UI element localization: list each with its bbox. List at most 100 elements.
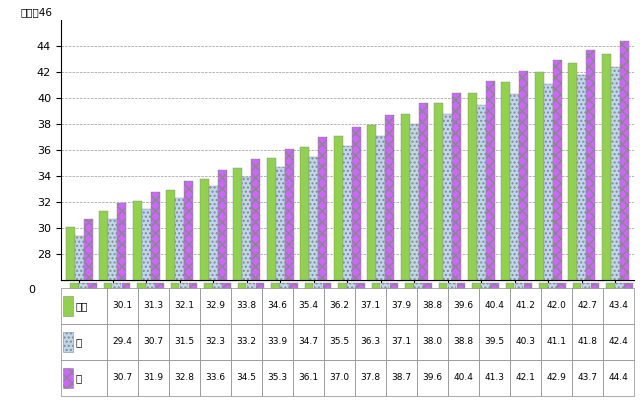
Text: 33.2: 33.2 — [236, 338, 256, 346]
Bar — [448, 283, 456, 302]
Bar — [200, 360, 230, 396]
Bar — [66, 227, 75, 400]
Bar — [189, 283, 197, 302]
Bar — [218, 170, 227, 400]
Bar — [242, 177, 252, 400]
Bar — [151, 192, 160, 400]
Text: H3年: H3年 — [271, 306, 290, 314]
Text: 36.3: 36.3 — [360, 338, 380, 346]
Bar — [252, 159, 260, 400]
Bar — [70, 283, 79, 302]
Text: 42.9: 42.9 — [546, 374, 566, 382]
Bar — [292, 288, 324, 324]
Bar — [324, 288, 355, 324]
Bar — [256, 283, 264, 302]
Bar — [300, 147, 309, 400]
Bar — [200, 178, 209, 400]
Bar — [137, 283, 146, 302]
Bar — [305, 283, 313, 302]
Bar — [168, 288, 200, 324]
Bar — [572, 360, 603, 396]
Text: 33.9: 33.9 — [267, 338, 287, 346]
Bar — [438, 283, 447, 302]
Bar — [572, 324, 603, 360]
Bar — [352, 126, 361, 400]
Bar — [447, 324, 479, 360]
Bar — [262, 288, 292, 324]
Text: 41.8: 41.8 — [577, 338, 597, 346]
Text: 62年: 62年 — [204, 306, 222, 314]
Bar — [510, 94, 519, 400]
Bar — [271, 283, 280, 302]
Text: 23年: 23年 — [606, 306, 624, 314]
Bar — [138, 288, 168, 324]
Bar — [262, 324, 292, 360]
Bar — [367, 125, 376, 400]
Bar — [285, 149, 294, 400]
Bar — [602, 54, 611, 400]
Text: 41.3: 41.3 — [484, 374, 504, 382]
Text: 0: 0 — [28, 285, 35, 295]
Text: （歳）46: （歳）46 — [20, 7, 52, 17]
Bar — [113, 283, 122, 302]
Text: 42.1: 42.1 — [515, 374, 535, 382]
Bar — [423, 283, 432, 302]
Text: 32.1: 32.1 — [174, 302, 194, 310]
Bar — [479, 324, 509, 360]
Bar — [267, 158, 276, 400]
Bar — [84, 219, 93, 400]
Text: 9年: 9年 — [375, 306, 387, 314]
Text: 34.6: 34.6 — [267, 302, 287, 310]
Bar — [168, 360, 200, 396]
Text: 40.3: 40.3 — [515, 338, 535, 346]
Bar — [414, 283, 423, 302]
Text: 19年: 19年 — [540, 306, 557, 314]
Bar — [132, 201, 141, 400]
Bar — [519, 71, 528, 400]
Text: 35.3: 35.3 — [267, 374, 287, 382]
Bar — [262, 360, 292, 396]
Text: 15年: 15年 — [472, 306, 490, 314]
Bar — [372, 283, 380, 302]
Bar — [324, 360, 355, 396]
Bar — [141, 208, 151, 400]
Text: 33.8: 33.8 — [236, 302, 256, 310]
Bar — [63, 332, 73, 352]
Text: 40.4: 40.4 — [453, 374, 473, 382]
Text: 30.7: 30.7 — [112, 374, 132, 382]
Text: 29.4: 29.4 — [112, 338, 132, 346]
Bar — [417, 324, 447, 360]
Bar — [75, 236, 84, 400]
Bar — [63, 296, 73, 316]
Bar — [209, 186, 218, 400]
Bar — [280, 283, 289, 302]
Bar — [309, 156, 318, 400]
Text: 34.7: 34.7 — [298, 338, 318, 346]
Bar — [63, 368, 73, 388]
Bar — [168, 324, 200, 360]
Bar — [603, 324, 634, 360]
Bar — [577, 74, 586, 400]
Text: 31.3: 31.3 — [143, 302, 163, 310]
Bar — [501, 82, 510, 400]
Bar — [237, 283, 246, 302]
Bar — [486, 81, 495, 400]
Text: 女: 女 — [76, 373, 82, 383]
Bar — [457, 283, 465, 302]
Text: 38.8: 38.8 — [422, 302, 442, 310]
Bar — [477, 104, 486, 400]
Text: 36.1: 36.1 — [298, 374, 318, 382]
Bar — [385, 115, 394, 400]
Bar — [61, 288, 107, 324]
Bar — [419, 103, 428, 400]
Bar — [355, 324, 386, 360]
Bar — [479, 360, 509, 396]
Bar — [184, 181, 193, 400]
Bar — [292, 324, 324, 360]
Bar — [355, 288, 386, 324]
Bar — [233, 168, 242, 400]
Bar — [405, 283, 413, 302]
Bar — [175, 198, 184, 400]
Bar — [381, 283, 389, 302]
Bar — [539, 283, 548, 302]
